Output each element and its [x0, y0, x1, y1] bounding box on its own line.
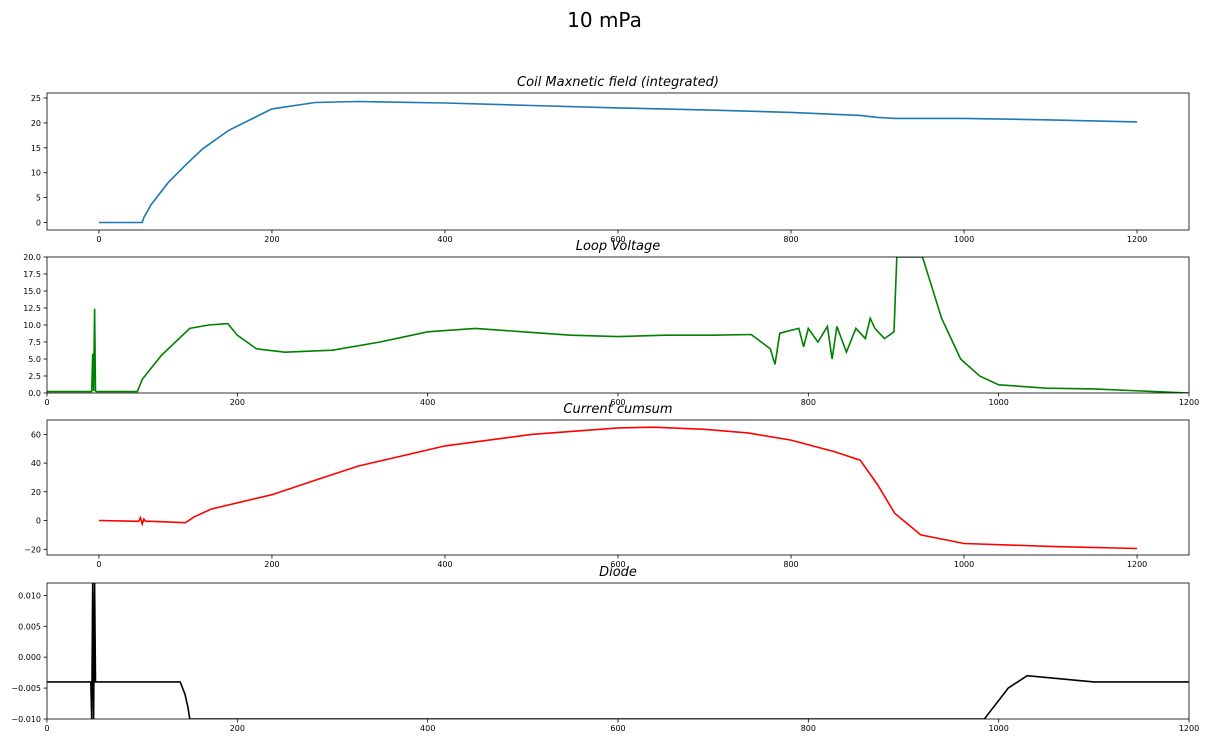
y-tick-label: 10.0: [23, 321, 41, 330]
axes-frame: [46, 419, 1190, 556]
x-tick-label: 200: [264, 235, 279, 244]
x-tick-label: 1000: [954, 560, 974, 569]
x-tick-label: 1200: [1127, 235, 1147, 244]
x-tick-label: 1200: [1179, 398, 1199, 407]
x-tick-label: 1000: [988, 724, 1008, 733]
series-line-4-1: [47, 583, 1189, 719]
y-tick-label: 20.0: [23, 253, 41, 262]
x-tick-label: 800: [801, 724, 816, 733]
x-tick-label: 600: [610, 398, 625, 407]
x-tick-label: 1000: [954, 235, 974, 244]
y-tick-label: −0.005: [11, 684, 41, 693]
x-tick-label: 600: [610, 560, 625, 569]
x-tick-label: 800: [783, 560, 798, 569]
series-line-3-1: [98, 426, 1138, 550]
y-tick-label: 12.5: [23, 304, 41, 313]
x-tick-label: 400: [420, 398, 435, 407]
x-tick-label: 200: [264, 560, 279, 569]
axes-frame: [46, 92, 1190, 231]
y-tick-label: 0.005: [18, 622, 41, 631]
y-tick-label: 0: [36, 219, 41, 228]
subplot-2: 0 200 400 600 800 1000 1200 0.0 2.5 5.0 7.5 10.0 12.…: [23, 239, 1199, 407]
y-tick-label: 17.5: [23, 270, 41, 279]
x-tick-label: 1200: [1179, 724, 1199, 733]
x-tick-label: 200: [230, 724, 245, 733]
subplot-title: Current cumsum: [563, 402, 672, 417]
y-tick-label: 7.5: [28, 338, 41, 347]
y-tick-label: 40: [31, 459, 41, 468]
y-tick-label: 5.0: [28, 355, 41, 364]
x-tick-label: 0: [96, 235, 101, 244]
y-tick-label: 15: [31, 144, 41, 153]
x-tick-label: 600: [610, 235, 625, 244]
y-tick-label: 20: [31, 119, 41, 128]
y-tick-label: −20: [24, 545, 41, 554]
x-tick-label: 600: [610, 724, 625, 733]
y-tick-label: 15.0: [23, 287, 41, 296]
x-tick-label: 0: [44, 398, 49, 407]
y-tick-label: 60: [31, 430, 41, 439]
y-tick-label: 10: [31, 169, 41, 178]
x-tick-label: 800: [783, 235, 798, 244]
subplot-title: Diode: [599, 565, 637, 580]
y-tick-label: 20: [31, 488, 41, 497]
x-tick-label: 1000: [988, 398, 1008, 407]
y-tick-label: 5: [36, 194, 41, 203]
subplot-1: 0 200 400 600 800 1000 1200 0 5 10 15 20 25 Coil Maxn…: [31, 75, 1190, 244]
x-tick-label: 0: [96, 560, 101, 569]
y-tick-label: 2.5: [28, 372, 41, 381]
x-tick-label: 0: [44, 724, 49, 733]
y-tick-label: 0.000: [18, 653, 41, 662]
subplot-title: Coil Maxnetic field (integrated): [517, 75, 719, 90]
x-tick-label: 400: [437, 235, 452, 244]
x-tick-label: 800: [801, 398, 816, 407]
subplot-3: 0 200 400 600 800 1000 1200 −20 0 20 40 60 Current c…: [24, 402, 1190, 569]
y-tick-label: 0: [36, 517, 41, 526]
y-tick-label: 0.0: [28, 389, 41, 398]
series-line-1-1: [98, 100, 1138, 224]
y-tick-label: 25: [31, 94, 41, 103]
subplot-title: Loop Voltage: [576, 239, 661, 254]
x-tick-label: 400: [420, 724, 435, 733]
figure-title: 10 mPa: [567, 8, 642, 32]
x-tick-label: 200: [230, 398, 245, 407]
subplot-4: 0 200 400 600 800 1000 1200 −0.010 −0.005 0.000 0.…: [11, 565, 1199, 733]
y-tick-label: −0.010: [11, 715, 41, 724]
y-tick-label: 0.010: [18, 591, 41, 600]
series-line-2-1: [47, 257, 1189, 393]
x-tick-label: 1200: [1127, 560, 1147, 569]
axes-frame: [46, 582, 1190, 720]
x-tick-label: 400: [437, 560, 452, 569]
